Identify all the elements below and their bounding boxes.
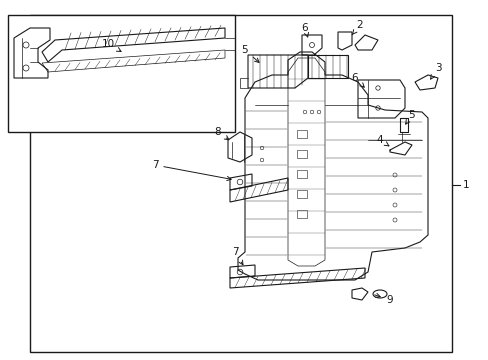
Text: 9: 9 <box>374 293 392 305</box>
Bar <box>296 210 306 218</box>
Text: 5: 5 <box>405 110 414 124</box>
Bar <box>296 170 306 178</box>
Text: 5: 5 <box>241 45 259 62</box>
Text: 10: 10 <box>101 39 121 51</box>
Text: 2: 2 <box>351 20 363 35</box>
Text: 6: 6 <box>301 23 308 37</box>
Text: 3: 3 <box>430 63 440 79</box>
Text: 1: 1 <box>462 180 468 190</box>
Text: 7: 7 <box>151 160 231 181</box>
Bar <box>296 190 306 198</box>
Text: 8: 8 <box>214 127 228 140</box>
Polygon shape <box>8 15 235 132</box>
Bar <box>296 150 306 158</box>
Bar <box>296 130 306 138</box>
Text: 6: 6 <box>351 73 364 87</box>
Text: 4: 4 <box>376 135 388 146</box>
Text: 7: 7 <box>231 247 243 265</box>
